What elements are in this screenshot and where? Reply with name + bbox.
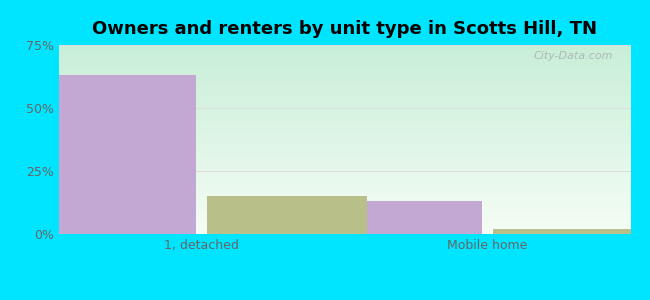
Bar <box>493 229 650 234</box>
Text: City-Data.com: City-Data.com <box>534 51 614 61</box>
Bar <box>322 201 482 234</box>
Bar <box>207 196 367 234</box>
Title: Owners and renters by unit type in Scotts Hill, TN: Owners and renters by unit type in Scott… <box>92 20 597 38</box>
Bar <box>36 75 196 234</box>
